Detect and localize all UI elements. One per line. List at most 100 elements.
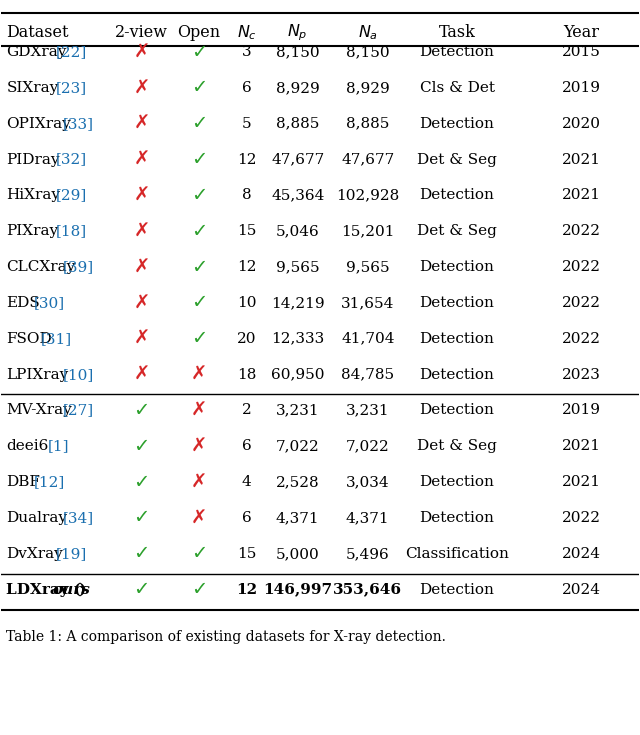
- Text: ✗: ✗: [133, 43, 150, 62]
- Text: 2021: 2021: [562, 440, 601, 453]
- Text: [10]: [10]: [63, 368, 94, 381]
- Text: ✗: ✗: [133, 114, 150, 133]
- Text: 8,885: 8,885: [276, 117, 319, 131]
- Text: ✓: ✓: [133, 509, 150, 528]
- Text: 7,022: 7,022: [276, 440, 319, 453]
- Text: Detection: Detection: [420, 45, 495, 59]
- Text: [22]: [22]: [56, 45, 87, 59]
- Text: ours: ours: [52, 583, 90, 597]
- Text: 7,022: 7,022: [346, 440, 390, 453]
- Text: ✓: ✓: [191, 186, 207, 205]
- Text: ): ): [78, 583, 85, 597]
- Text: 102,928: 102,928: [336, 188, 399, 202]
- Text: 4,371: 4,371: [276, 511, 319, 525]
- Text: [18]: [18]: [56, 224, 86, 238]
- Text: 2019: 2019: [562, 81, 601, 95]
- Text: FSOD: FSOD: [6, 331, 52, 345]
- Text: ✓: ✓: [191, 150, 207, 169]
- Text: 2-view: 2-view: [115, 24, 168, 40]
- Text: 5: 5: [242, 117, 252, 131]
- Text: 2022: 2022: [562, 511, 601, 525]
- Text: ✗: ✗: [191, 437, 207, 456]
- Text: 4,371: 4,371: [346, 511, 390, 525]
- Text: [19]: [19]: [56, 547, 87, 561]
- Text: ✓: ✓: [133, 545, 150, 563]
- Text: CLCXray: CLCXray: [6, 260, 76, 274]
- Text: Detection: Detection: [420, 331, 495, 345]
- Text: ✗: ✗: [133, 257, 150, 276]
- Text: Year: Year: [563, 24, 599, 40]
- Text: Classification: Classification: [405, 547, 509, 561]
- Text: Detection: Detection: [420, 188, 495, 202]
- Text: 6: 6: [242, 440, 252, 453]
- Text: Detection: Detection: [420, 368, 495, 381]
- Text: Detection: Detection: [420, 583, 495, 597]
- Text: 2: 2: [242, 404, 252, 417]
- Text: 3,034: 3,034: [346, 475, 390, 490]
- Text: 2024: 2024: [562, 547, 601, 561]
- Text: 41,704: 41,704: [341, 331, 394, 345]
- Text: ✗: ✗: [133, 293, 150, 312]
- Text: ✗: ✗: [133, 329, 150, 348]
- Text: 3,231: 3,231: [276, 404, 319, 417]
- Text: SIXray: SIXray: [6, 81, 59, 95]
- Text: ✓: ✓: [191, 222, 207, 241]
- Text: ✗: ✗: [133, 222, 150, 241]
- Text: PIXray: PIXray: [6, 224, 59, 238]
- Text: GDXray: GDXray: [6, 45, 67, 59]
- Text: 2015: 2015: [562, 45, 601, 59]
- Text: 15,201: 15,201: [341, 224, 394, 238]
- Text: Dualray: Dualray: [6, 511, 67, 525]
- Text: 20: 20: [237, 331, 257, 345]
- Text: 47,677: 47,677: [341, 153, 394, 167]
- Text: deei6: deei6: [6, 440, 49, 453]
- Text: [1]: [1]: [48, 440, 70, 453]
- Text: Det & Seg: Det & Seg: [417, 224, 497, 238]
- Text: 31,654: 31,654: [341, 296, 394, 310]
- Text: [32]: [32]: [56, 153, 86, 167]
- Text: Detection: Detection: [420, 117, 495, 131]
- Text: [33]: [33]: [63, 117, 94, 131]
- Text: Detection: Detection: [420, 475, 495, 490]
- Text: 12,333: 12,333: [271, 331, 324, 345]
- Text: 10: 10: [237, 296, 257, 310]
- Text: LPIXray: LPIXray: [6, 368, 68, 381]
- Text: [12]: [12]: [33, 475, 65, 490]
- Text: ✓: ✓: [133, 401, 150, 420]
- Text: Table 1: A comparison of existing datasets for X-ray detection.: Table 1: A comparison of existing datase…: [6, 630, 446, 644]
- Text: 15: 15: [237, 224, 257, 238]
- Text: 2021: 2021: [562, 475, 601, 490]
- Text: 3: 3: [242, 45, 252, 59]
- Text: $N_p$: $N_p$: [287, 22, 308, 43]
- Text: ✗: ✗: [191, 509, 207, 528]
- Text: 12: 12: [237, 260, 257, 274]
- Text: 84,785: 84,785: [341, 368, 394, 381]
- Text: Task: Task: [438, 24, 476, 40]
- Text: [23]: [23]: [56, 81, 86, 95]
- Text: 14,219: 14,219: [271, 296, 324, 310]
- Text: ✓: ✓: [133, 437, 150, 456]
- Text: ✗: ✗: [191, 401, 207, 420]
- Text: Open: Open: [177, 24, 221, 40]
- Text: 3,231: 3,231: [346, 404, 390, 417]
- Text: Det & Seg: Det & Seg: [417, 153, 497, 167]
- Text: 9,565: 9,565: [276, 260, 319, 274]
- Text: $N_c$: $N_c$: [237, 23, 257, 42]
- Text: Detection: Detection: [420, 511, 495, 525]
- Text: EDS: EDS: [6, 296, 40, 310]
- Text: ✓: ✓: [191, 329, 207, 348]
- Text: 18: 18: [237, 368, 257, 381]
- Text: Detection: Detection: [420, 260, 495, 274]
- Text: ✓: ✓: [191, 257, 207, 276]
- Text: 5,496: 5,496: [346, 547, 390, 561]
- Text: ✓: ✓: [133, 580, 150, 599]
- Text: PIDray: PIDray: [6, 153, 60, 167]
- Text: [34]: [34]: [63, 511, 94, 525]
- Text: 6: 6: [242, 81, 252, 95]
- Text: Detection: Detection: [420, 404, 495, 417]
- Text: ✓: ✓: [191, 79, 207, 98]
- Text: 2024: 2024: [562, 583, 601, 597]
- Text: 2022: 2022: [562, 296, 601, 310]
- Text: 2021: 2021: [562, 188, 601, 202]
- Text: [30]: [30]: [33, 296, 65, 310]
